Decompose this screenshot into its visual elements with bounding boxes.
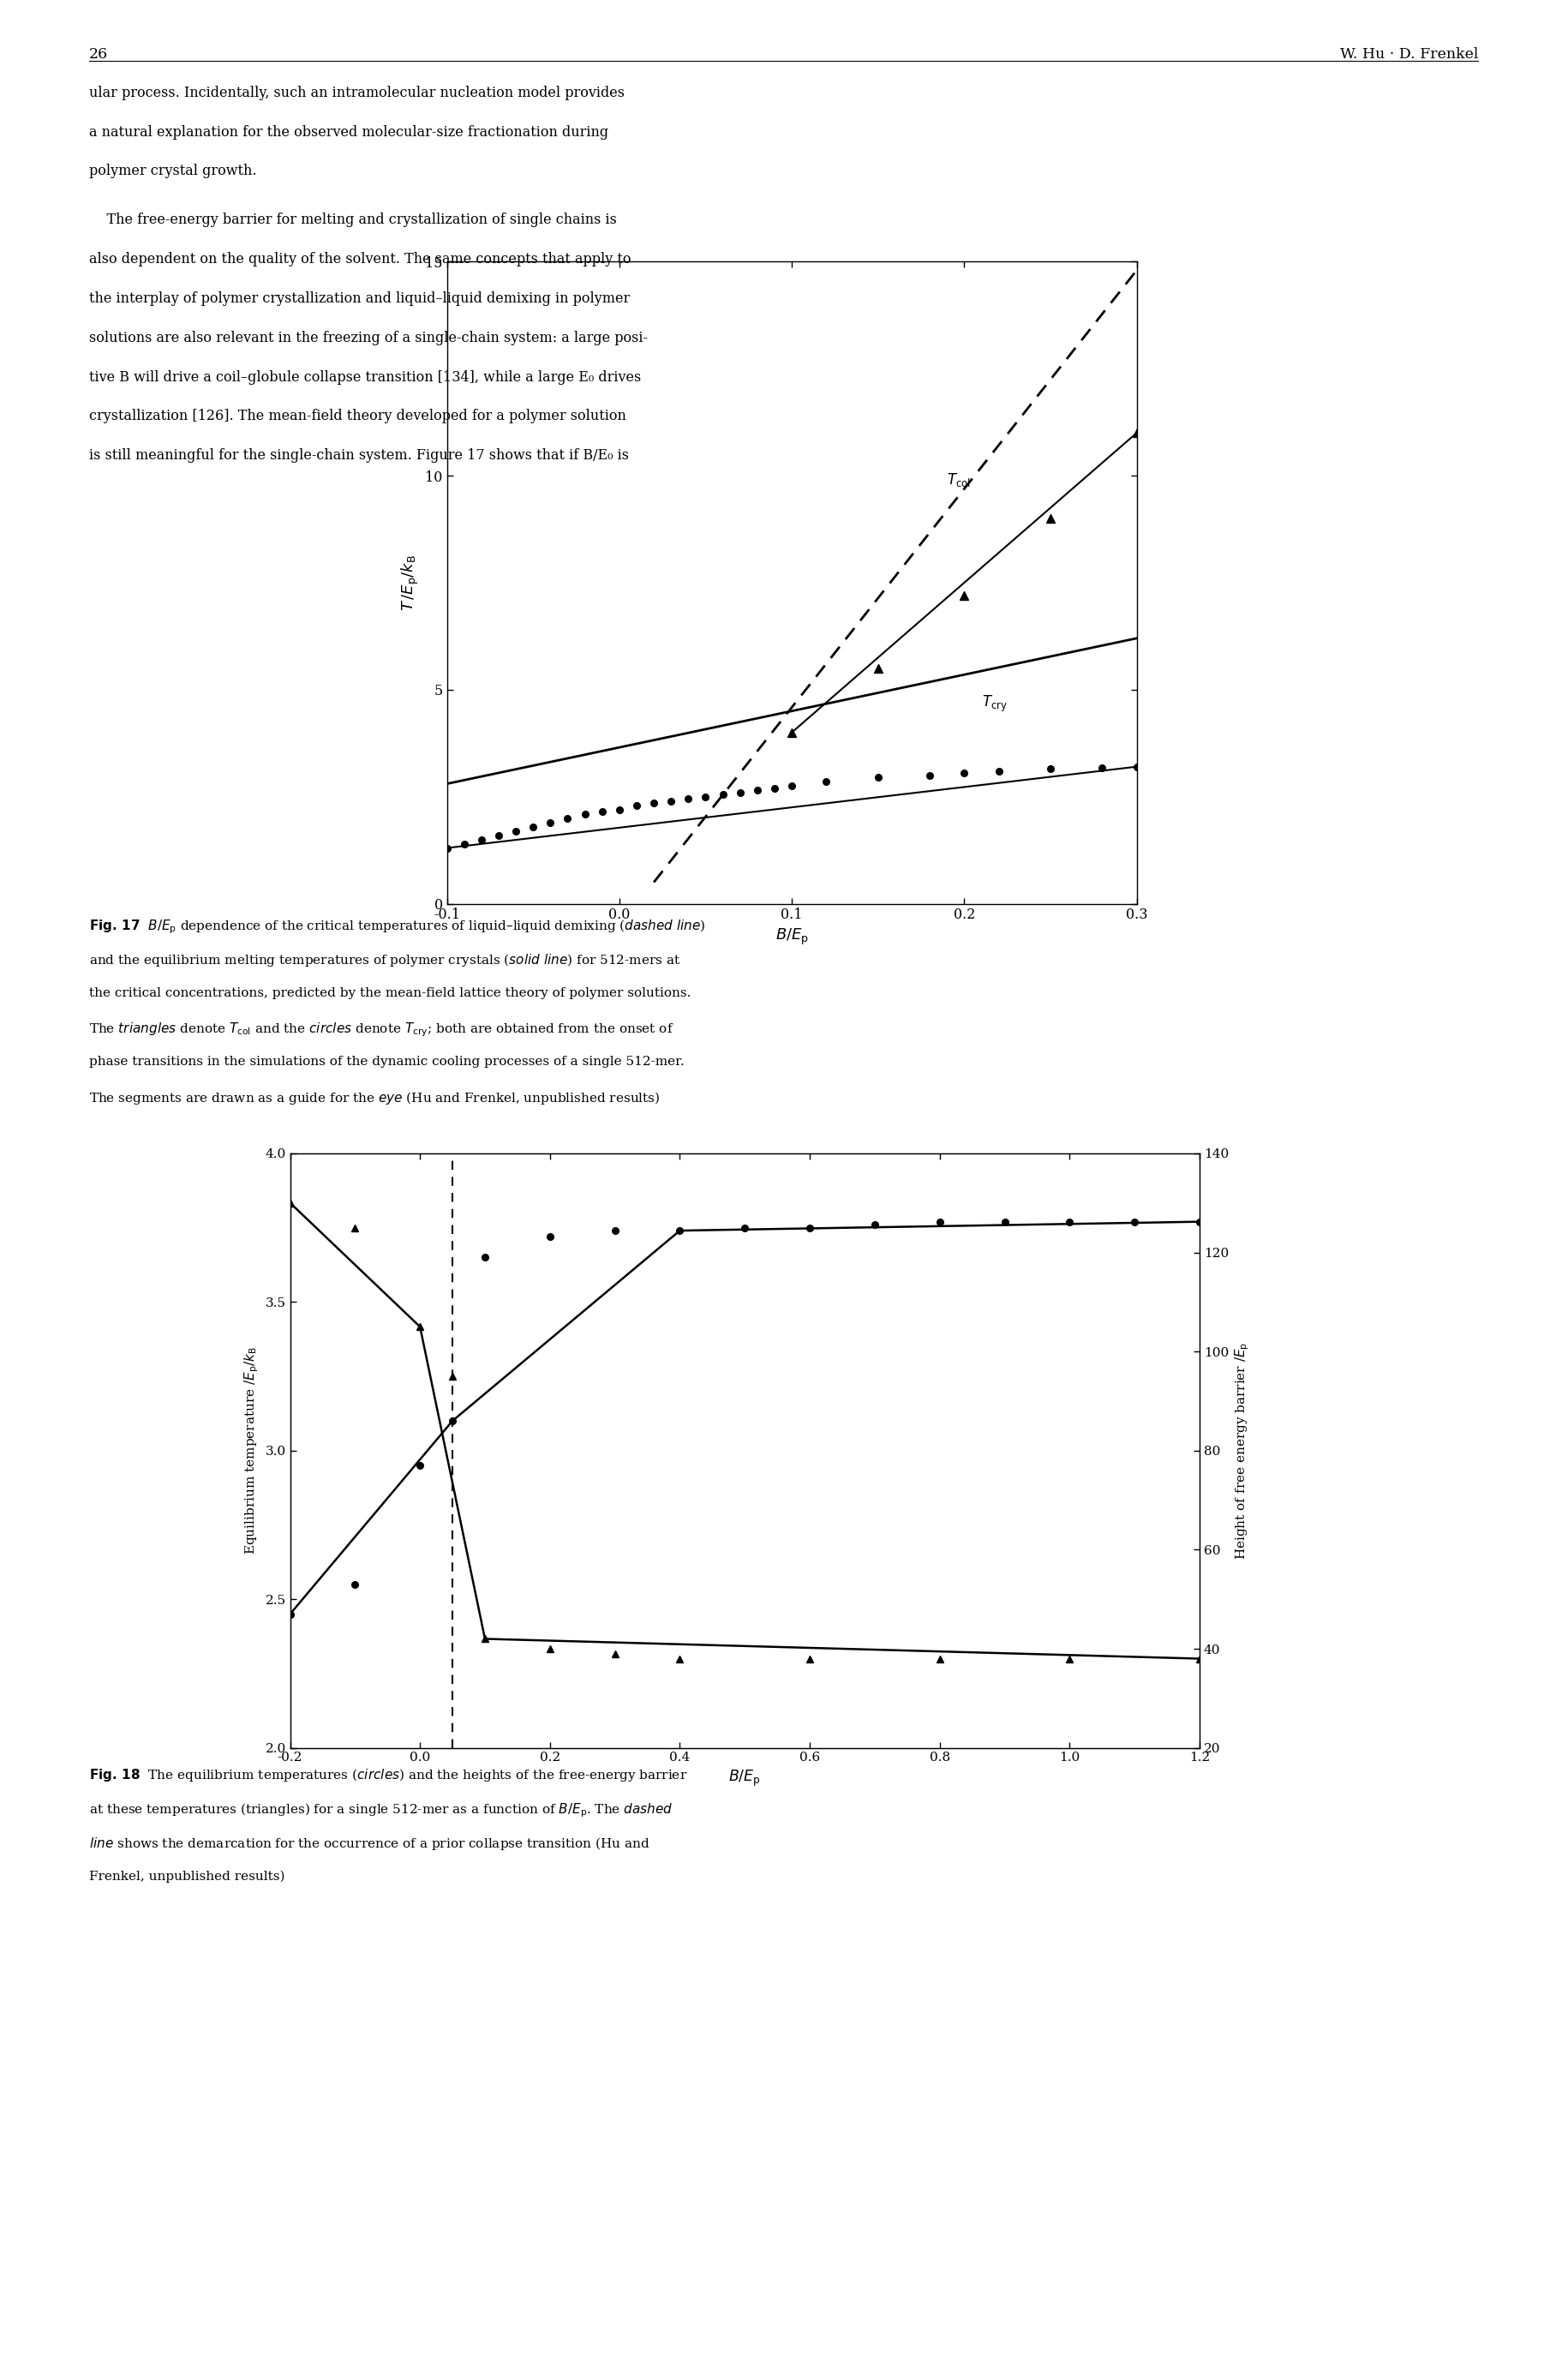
Text: tive B will drive a coil–globule collapse transition [134], while a large E₀ dri: tive B will drive a coil–globule collaps… [89, 369, 641, 385]
Text: Frenkel, unpublished results): Frenkel, unpublished results) [89, 1869, 285, 1883]
Text: W. Hu · D. Frenkel: W. Hu · D. Frenkel [1341, 48, 1479, 62]
Y-axis label: Equilibrium temperature $/E_{\rm p}/k_{\rm B}$: Equilibrium temperature $/E_{\rm p}/k_{\… [243, 1346, 260, 1555]
Text: at these temperatures (triangles) for a single 512-mer as a function of $B/E_{\r: at these temperatures (triangles) for a … [89, 1803, 673, 1819]
Y-axis label: Height of free energy barrier $/E_{\rm p}$: Height of free energy barrier $/E_{\rm p… [1234, 1341, 1251, 1560]
Text: $T_{\rm col}$: $T_{\rm col}$ [947, 471, 971, 487]
Text: phase transitions in the simulations of the dynamic cooling processes of a singl: phase transitions in the simulations of … [89, 1056, 685, 1068]
Text: $\bf{Fig.\,17}$  $\it{B/E_{\rm p}}$ dependence of the critical temperatures of l: $\bf{Fig.\,17}$ $\it{B/E_{\rm p}}$ depen… [89, 918, 706, 935]
Text: $\it{line}$ shows the demarcation for the occurrence of a prior collapse transit: $\it{line}$ shows the demarcation for th… [89, 1836, 651, 1852]
Text: is still meaningful for the single-chain system. Figure 17 shows that if B/E₀ is: is still meaningful for the single-chain… [89, 447, 629, 464]
Text: crystallization [126]. The mean-field theory developed for a polymer solution: crystallization [126]. The mean-field th… [89, 409, 627, 423]
Text: polymer crystal growth.: polymer crystal growth. [89, 164, 257, 178]
X-axis label: $B/E_{\rm p}$: $B/E_{\rm p}$ [775, 927, 809, 946]
Text: The $\it{triangles}$ denote $T_{\rm col}$ and the $\it{circles}$ denote $T_{\rm : The $\it{triangles}$ denote $T_{\rm col}… [89, 1023, 674, 1039]
Text: also dependent on the quality of the solvent. The same concepts that apply to: also dependent on the quality of the sol… [89, 252, 632, 266]
Text: ular process. Incidentally, such an intramolecular nucleation model provides: ular process. Incidentally, such an intr… [89, 86, 626, 100]
Text: the interplay of polymer crystallization and liquid–liquid demixing in polymer: the interplay of polymer crystallization… [89, 290, 630, 307]
Text: a natural explanation for the observed molecular-size fractionation during: a natural explanation for the observed m… [89, 124, 608, 140]
Text: The free-energy barrier for melting and crystallization of single chains is: The free-energy barrier for melting and … [89, 214, 618, 228]
Y-axis label: $T\,/E_{\rm p}/k_{\rm B}$: $T\,/E_{\rm p}/k_{\rm B}$ [400, 554, 420, 611]
Text: and the equilibrium melting temperatures of polymer crystals ($\it{solid\ line}$: and the equilibrium melting temperatures… [89, 951, 681, 968]
Text: solutions are also relevant in the freezing of a single-chain system: a large po: solutions are also relevant in the freez… [89, 331, 648, 345]
Text: 26: 26 [89, 48, 108, 62]
X-axis label: $B/E_{\rm p}$: $B/E_{\rm p}$ [729, 1769, 760, 1788]
Text: $\bf{Fig.\,18}$  The equilibrium temperatures ($\it{circles}$) and the heights o: $\bf{Fig.\,18}$ The equilibrium temperat… [89, 1767, 688, 1784]
Text: $T_{\rm cry}$: $T_{\rm cry}$ [982, 694, 1007, 713]
Text: The segments are drawn as a guide for the $\it{eye}$ (Hu and Frenkel, unpublishe: The segments are drawn as a guide for th… [89, 1089, 660, 1106]
Text: the critical concentrations, predicted by the mean-field lattice theory of polym: the critical concentrations, predicted b… [89, 987, 691, 999]
